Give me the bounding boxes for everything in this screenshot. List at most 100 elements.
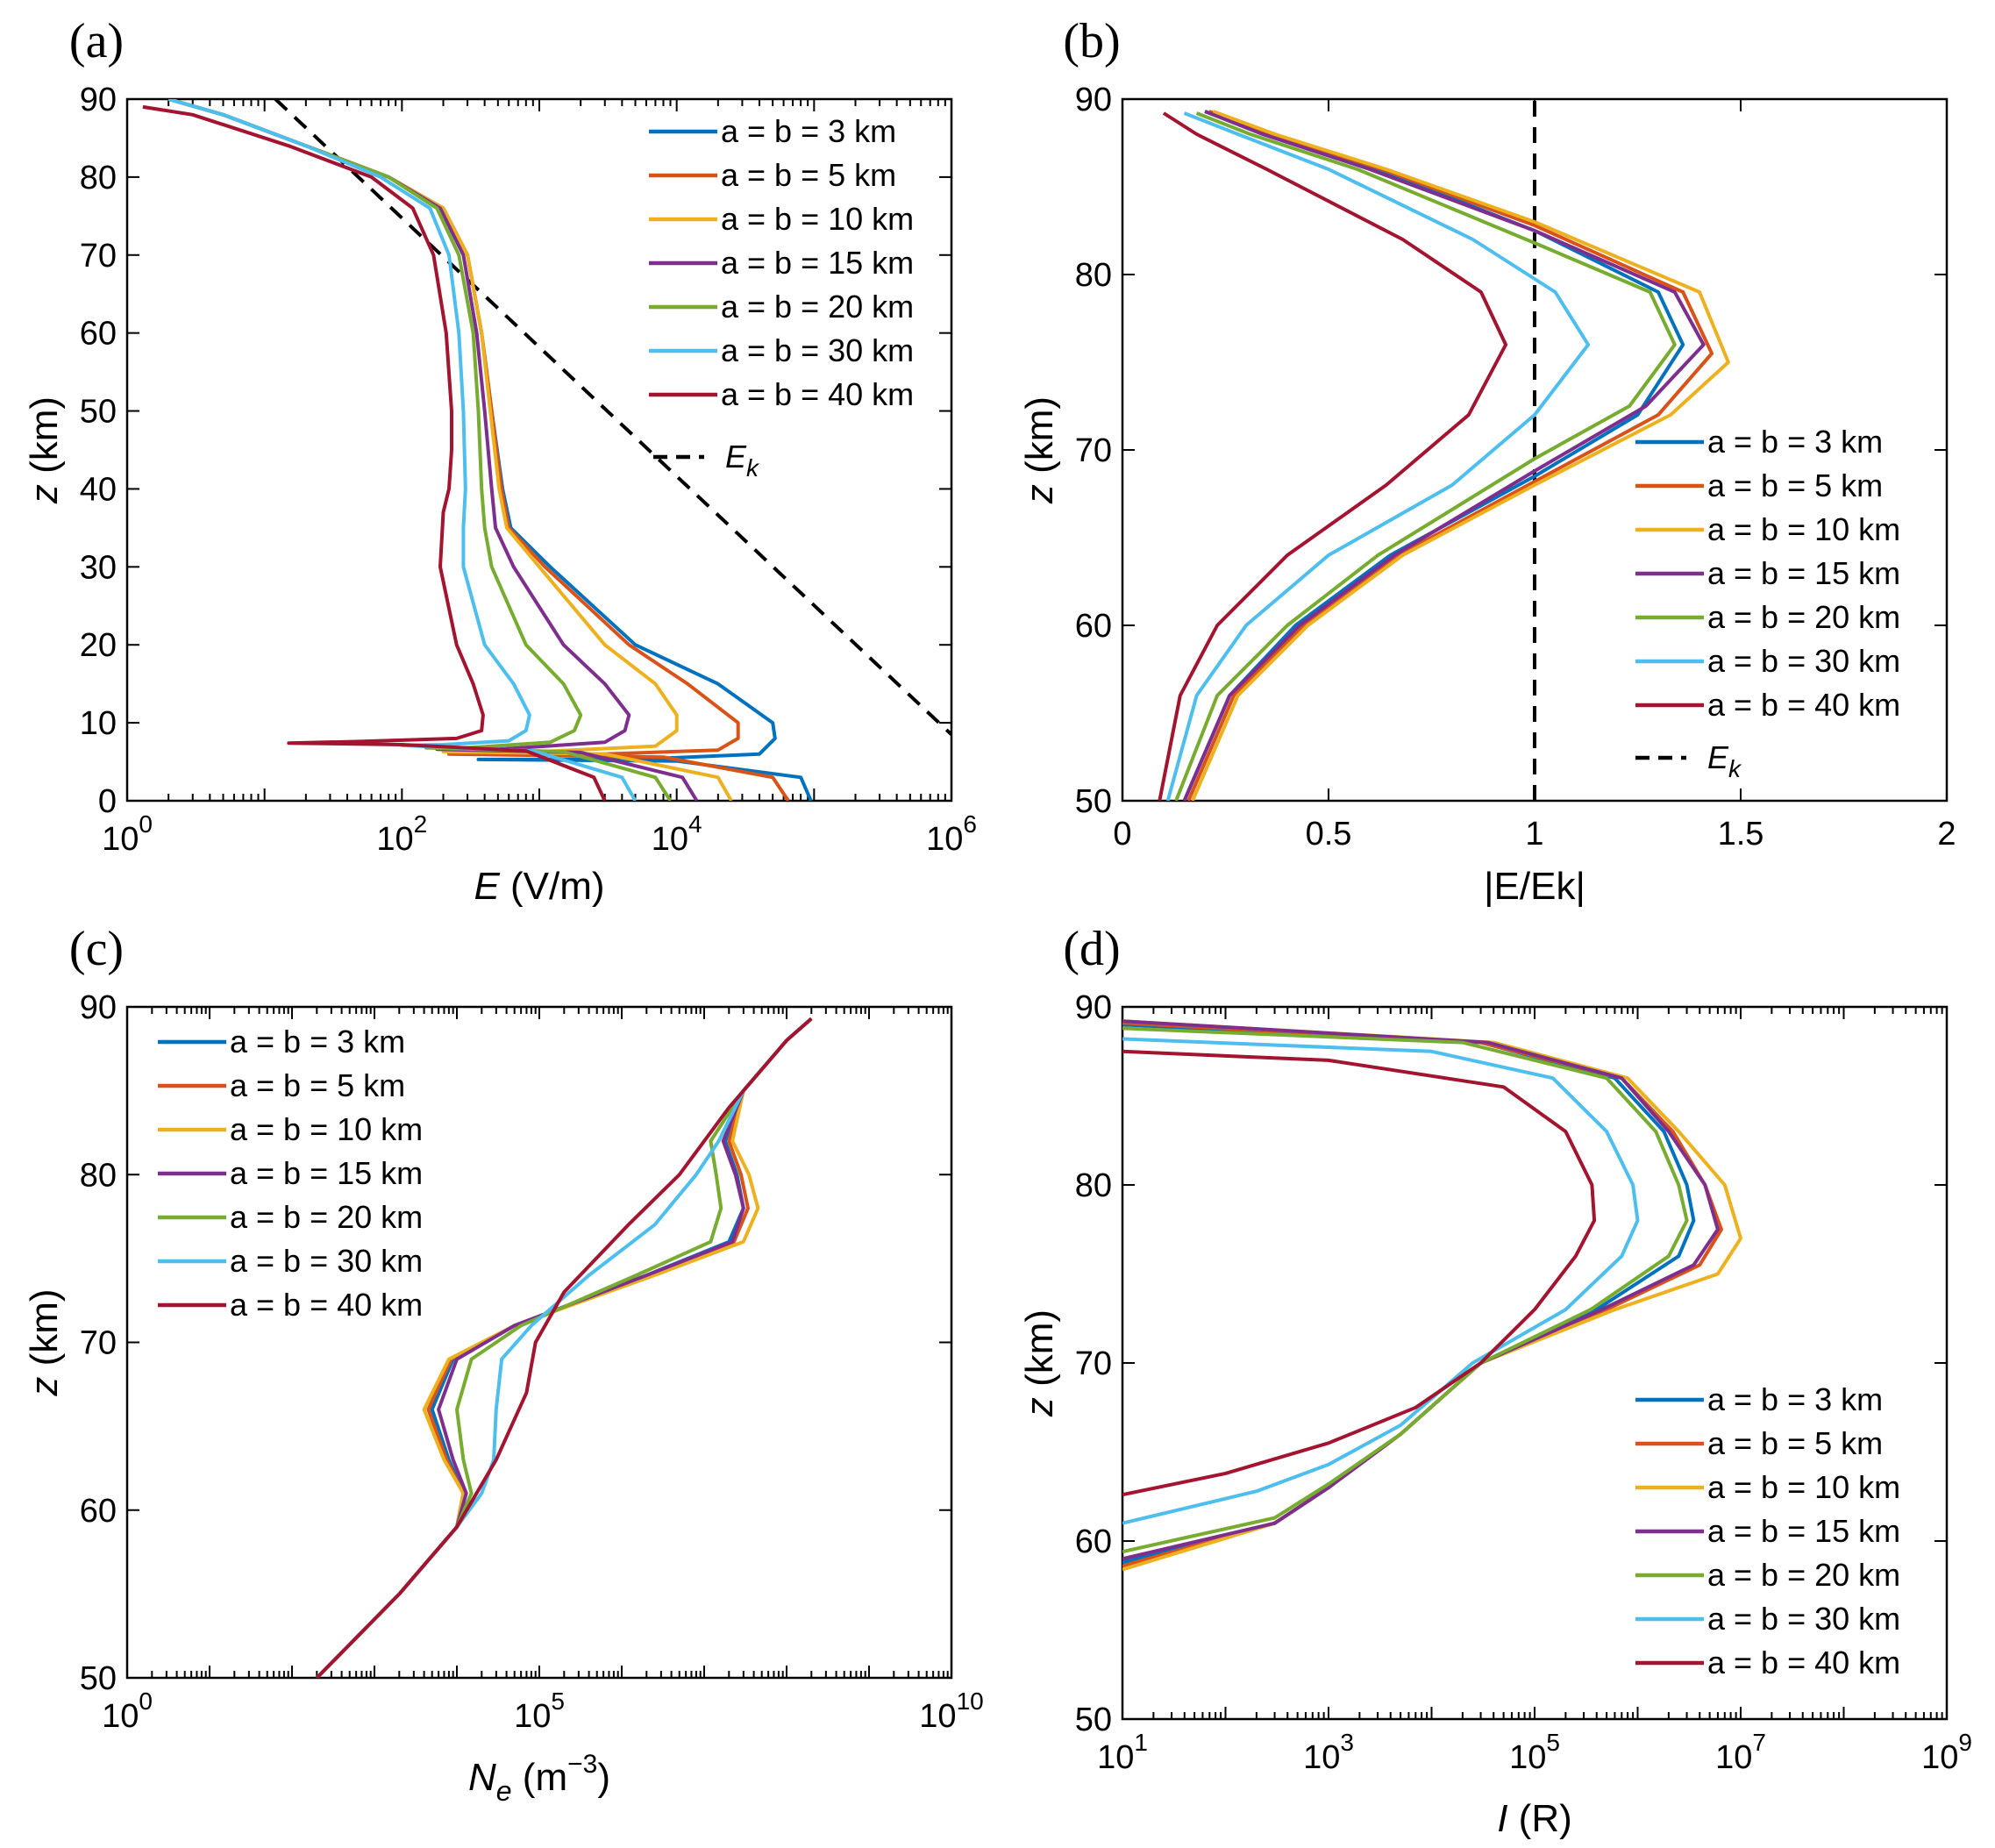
x-tick-exp: 9 [1958, 1729, 1972, 1756]
x-tick-exp: 10 [957, 1687, 984, 1715]
series-line-5km [1186, 110, 1714, 801]
legend-label: a = b = 5 km [1707, 467, 1883, 503]
legend-label: a = b = 20 km [1707, 1557, 1900, 1593]
legend-ek-main: E [1707, 739, 1729, 775]
y-tick-label: 90 [1075, 82, 1112, 118]
x-tick-label: 107 [1715, 1729, 1766, 1776]
y-tick-label: 10 [80, 705, 117, 742]
legend-label: a = b = 30 km [1707, 1601, 1900, 1637]
ticks [126, 98, 952, 802]
series-line-10km [1191, 110, 1730, 801]
series-line-40km [1158, 111, 1508, 801]
series-line-20km [1122, 1026, 1689, 1554]
legend-label: a = b = 10 km [721, 201, 914, 237]
x-tick-label: 2 [1937, 816, 1956, 853]
y-tick-label: 80 [1075, 257, 1112, 294]
y-tick-label: 70 [80, 238, 117, 275]
y-axis-label: z (km) [23, 1288, 66, 1396]
legend-label: a = b = 40 km [1707, 1645, 1900, 1680]
x-axis-label: I (R) [1497, 1797, 1572, 1840]
x-tick-exp: 2 [414, 810, 428, 838]
y-axis-label-unit: (km) [23, 396, 66, 484]
y-tick-label: 60 [1075, 1523, 1112, 1560]
y-tick-label: 50 [80, 1660, 117, 1697]
y-axis-label: z (km) [1018, 396, 1061, 504]
x-tick-base: 10 [1303, 1739, 1340, 1776]
panel-label: (b) [1063, 14, 1120, 68]
y-axis-label-unit: (km) [1018, 1309, 1061, 1397]
x-tick-base: 10 [1715, 1739, 1752, 1776]
legend: a = b = 3 km a = b = 5 km a = b = 10 km a =… [649, 113, 914, 482]
y-tick-label: 30 [80, 549, 117, 586]
series-line-3km [1182, 110, 1685, 801]
y-tick-label: 20 [80, 627, 117, 664]
y-tick-label: 70 [1075, 432, 1112, 469]
axes-box [125, 1005, 953, 1680]
legend-label: a = b = 30 km [1707, 643, 1900, 679]
legend: a = b = 3 km a = b = 5 km a = b = 10 km a =… [1635, 424, 1900, 782]
y-axis-label-var: z [1018, 484, 1061, 504]
y-tick-label: 50 [80, 394, 117, 431]
y-axis-label-var: z [23, 484, 66, 504]
x-tick-label: 105 [1509, 1729, 1560, 1776]
x-tick-exp: 5 [551, 1687, 565, 1715]
x-tick-base: 10 [102, 821, 139, 858]
panel-b: (b) 0 0.5 1 1.5 2 50 60 70 80 90 z (km) |E/Ek| a = b … [1018, 14, 1956, 908]
x-tick-label: 103 [1303, 1729, 1354, 1776]
legend-label: a = b = 5 km [721, 157, 896, 193]
legend-label: a = b = 30 km [721, 332, 914, 368]
legend-label: a = b = 3 km [721, 113, 896, 149]
x-tick-label: 0 [1113, 816, 1131, 853]
x-tick-exp: 6 [963, 810, 977, 838]
ticks [126, 1006, 952, 1679]
x-tick-exp: 5 [1546, 1729, 1560, 1756]
x-axis-label-var: E [474, 865, 500, 908]
series-line-30km [1165, 111, 1591, 801]
x-axis-label-sup: −3 [567, 1750, 597, 1779]
x-axis-label-var: N [468, 1756, 496, 1799]
y-tick-label: 60 [80, 1493, 117, 1530]
legend-ek-main: E [725, 439, 747, 474]
y-tick-label: 60 [80, 316, 117, 353]
legend-label: a = b = 15 km [1707, 1513, 1900, 1549]
y-axis-label-unit: (km) [1018, 396, 1061, 484]
x-tick-base: 10 [1097, 1739, 1134, 1776]
x-axis-label: |E/Ek| [1484, 865, 1585, 908]
x-tick-base: 10 [514, 1698, 551, 1735]
legend-label: a = b = 5 km [1707, 1425, 1883, 1461]
legend: a = b = 3 km a = b = 5 km a = b = 10 km a =… [1635, 1381, 1900, 1680]
y-tick-label: 80 [80, 1157, 117, 1194]
x-tick-base: 10 [1509, 1739, 1546, 1776]
series-line-15km [1122, 1019, 1720, 1561]
legend-label-ek: Ek [725, 439, 760, 482]
legend-label: a = b = 3 km [1707, 424, 1883, 460]
series-line-40km [315, 1017, 813, 1678]
series-line-20km [315, 1017, 813, 1678]
x-tick-label: 101 [1097, 1729, 1148, 1776]
y-axis-label-unit: (km) [23, 1288, 66, 1376]
x-tick-base: 10 [652, 821, 688, 858]
y-tick-label: 0 [98, 783, 117, 820]
x-tick-label: 109 [1921, 1729, 1972, 1776]
x-tick-label: 102 [376, 810, 427, 858]
y-tick-label: 80 [80, 160, 117, 196]
y-tick-label: 50 [1075, 1702, 1112, 1738]
y-tick-label: 70 [80, 1325, 117, 1362]
x-tick-exp: 4 [688, 810, 702, 838]
x-tick-exp: 0 [139, 1687, 153, 1715]
x-tick-base: 10 [926, 821, 963, 858]
x-tick-base: 10 [376, 821, 413, 858]
y-axis-label-var: z [23, 1377, 66, 1397]
x-tick-label: 104 [652, 810, 702, 858]
y-tick-label: 40 [80, 471, 117, 508]
x-tick-base: 10 [102, 1698, 139, 1735]
legend-label: a = b = 20 km [230, 1199, 423, 1235]
ticks [1122, 1006, 1948, 1720]
series-line-40km [142, 104, 607, 801]
legend-ek-sub: k [746, 454, 760, 482]
y-tick-label: 50 [1075, 783, 1112, 820]
